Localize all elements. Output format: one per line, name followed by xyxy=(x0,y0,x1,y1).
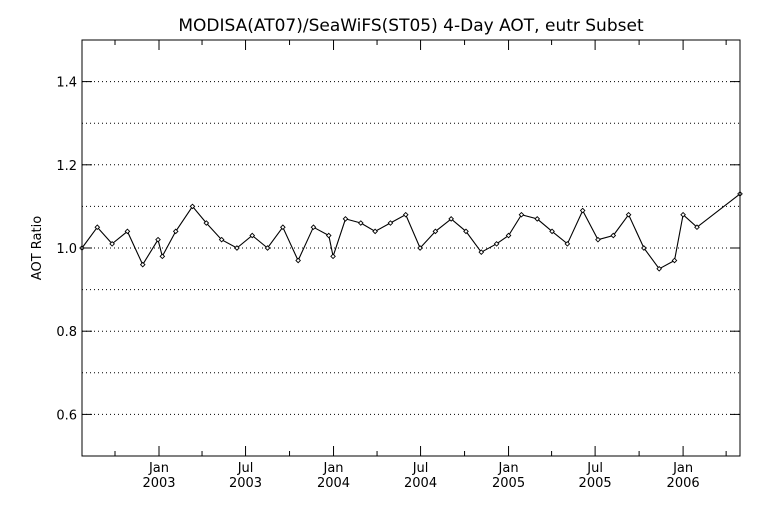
data-point xyxy=(94,224,101,231)
y-tick-label: 0.8 xyxy=(56,325,77,340)
data-point xyxy=(172,228,179,235)
x-tick-label-year: 2004 xyxy=(404,476,437,491)
data-point xyxy=(203,220,210,226)
data-point xyxy=(610,232,617,239)
data-point xyxy=(218,236,225,243)
y-axis-label: AOT Ratio xyxy=(30,216,45,280)
data-point xyxy=(342,216,349,222)
plot-frame xyxy=(81,39,741,457)
data-point xyxy=(325,232,332,239)
data-point xyxy=(234,245,240,251)
y-tick-label: 0.6 xyxy=(56,408,77,423)
data-point xyxy=(330,253,336,260)
data-point xyxy=(671,257,678,264)
data-point xyxy=(189,203,196,210)
x-tick-label-year: 2006 xyxy=(667,476,700,491)
data-point xyxy=(357,220,364,226)
data-point xyxy=(448,216,455,222)
x-tick-label-month: Jan xyxy=(672,461,693,476)
data-point xyxy=(402,211,409,218)
data-point xyxy=(139,261,146,268)
x-tick-label-month: Jan xyxy=(498,461,519,476)
data-point xyxy=(478,249,485,255)
data-point xyxy=(641,245,647,251)
data-point xyxy=(432,228,439,235)
x-tick-label-month: Jan xyxy=(148,461,169,476)
y-tick-label: 1.4 xyxy=(56,76,77,91)
data-point xyxy=(124,228,131,235)
axis-tick-labels: 0.60.81.01.21.4Jan2003Jul2003Jan2004Jul2… xyxy=(56,76,699,491)
x-tick-label-month: Jan xyxy=(323,461,344,476)
grid xyxy=(82,81,740,415)
data-point xyxy=(249,232,256,239)
x-tick-label-year: 2003 xyxy=(142,476,175,491)
x-tick-label-year: 2005 xyxy=(492,476,525,491)
data-point xyxy=(264,245,271,251)
data-point xyxy=(549,228,555,235)
x-tick-label-year: 2004 xyxy=(317,476,350,491)
data-point xyxy=(463,228,469,235)
data-point xyxy=(595,236,601,243)
data-point xyxy=(518,211,525,218)
y-tick-label: 1.0 xyxy=(56,242,77,257)
data-point xyxy=(372,228,378,235)
data-point xyxy=(310,224,317,231)
x-tick-label-month: Jul xyxy=(237,461,254,476)
x-tick-label-month: Jul xyxy=(586,461,603,476)
data-point xyxy=(625,211,632,218)
data-point xyxy=(295,257,301,264)
data-point xyxy=(109,241,115,247)
data-point xyxy=(534,216,541,222)
x-tick-label-year: 2003 xyxy=(229,476,262,491)
data-point xyxy=(656,265,663,272)
data-point xyxy=(159,253,166,260)
data-point xyxy=(280,224,286,231)
series-line xyxy=(81,193,741,270)
data-point xyxy=(387,220,394,226)
chart-title: MODISA(AT07)/SeaWiFS(ST05) 4-Day AOT, eu… xyxy=(178,16,644,36)
data-point xyxy=(505,232,512,239)
data-point xyxy=(694,224,700,231)
data-point xyxy=(680,211,686,218)
data-point xyxy=(155,236,161,243)
x-tick-label-month: Jul xyxy=(412,461,429,476)
axis-ticks xyxy=(82,40,740,456)
data-series xyxy=(79,191,743,272)
x-tick-label-year: 2005 xyxy=(579,476,612,491)
y-tick-label: 1.2 xyxy=(56,159,77,174)
data-point xyxy=(579,207,586,214)
data-point xyxy=(493,241,500,247)
data-point xyxy=(564,241,571,247)
data-point xyxy=(417,245,423,251)
